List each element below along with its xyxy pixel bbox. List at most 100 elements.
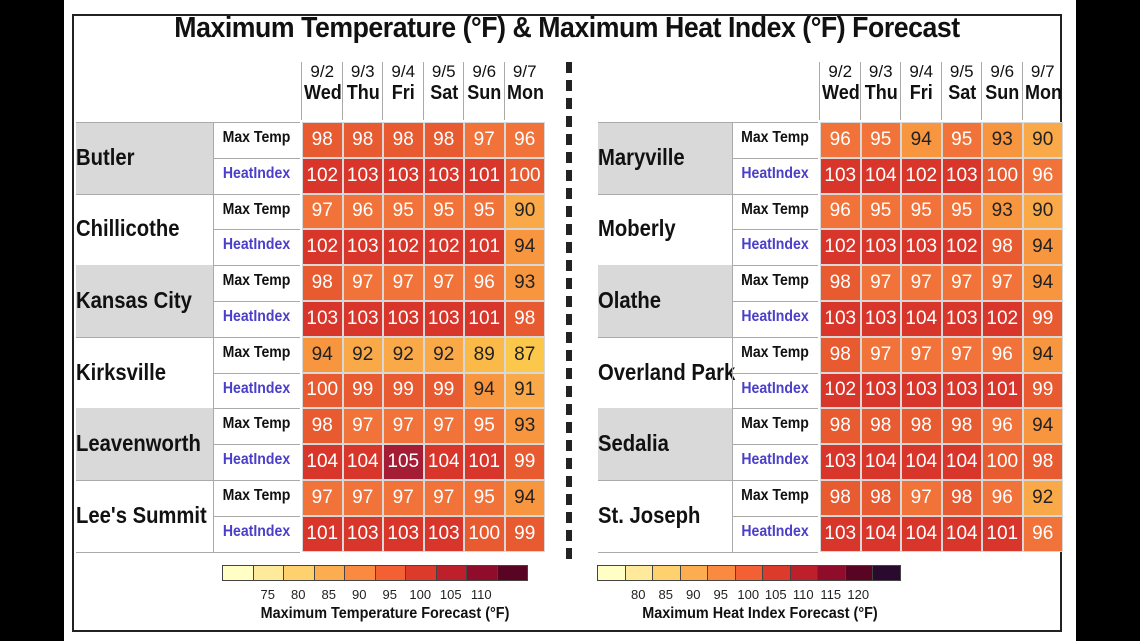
max-temp-cell: 98 xyxy=(820,408,861,445)
heat-index-cell: 99 xyxy=(504,515,545,552)
legend-tick-label: 110 xyxy=(470,587,492,602)
day-weekday-label: Thu xyxy=(864,82,898,104)
heat-index-cell: 104 xyxy=(302,444,343,480)
panel-divider-dash xyxy=(566,206,572,217)
legend-tick-label: 95 xyxy=(713,587,728,602)
row-divider xyxy=(76,551,300,553)
heat-index-cell: 99 xyxy=(1022,372,1063,409)
label-divider xyxy=(213,122,214,194)
day-weekday-label: Mon xyxy=(506,82,544,104)
heat-index-cell: 103 xyxy=(383,301,424,337)
day-header-9-7: 9/7 Mon xyxy=(505,62,546,105)
max-temp-cell: 93 xyxy=(504,265,545,301)
row-divider xyxy=(732,301,818,302)
header-divider xyxy=(463,62,464,120)
heat-index-cell: 103 xyxy=(941,372,982,409)
heat-index-cell: 103 xyxy=(302,301,343,337)
max-temp-cell: 95 xyxy=(860,122,901,158)
legend-title: Maximum Temperature Forecast (°F) xyxy=(260,605,510,622)
row-divider xyxy=(213,229,300,231)
heat-index-cell: 102 xyxy=(820,229,861,266)
max-temp-cell: 98 xyxy=(302,265,343,301)
row-divider xyxy=(213,444,300,446)
row-divider xyxy=(213,515,300,517)
row-divider xyxy=(732,372,818,374)
label-divider xyxy=(732,265,733,337)
max-temp-cell: 96 xyxy=(820,122,861,158)
day-date-label: 9/5 xyxy=(949,62,974,81)
row-divider xyxy=(732,444,818,446)
max-temp-cell: 96 xyxy=(820,193,861,230)
max-temp-cell: 96 xyxy=(464,265,505,301)
max-temp-label: Max Temp xyxy=(222,200,291,218)
panel-divider-dash xyxy=(566,404,572,415)
day-date-label: 9/2 xyxy=(828,62,853,81)
panel-divider-dash xyxy=(566,260,572,271)
panel-divider-dash xyxy=(566,152,572,163)
heat-index-cell: 100 xyxy=(504,157,545,194)
max-temp-cell: 97 xyxy=(342,480,383,516)
max-temp-cell: 95 xyxy=(860,193,901,230)
heat-index-cell: 104 xyxy=(860,444,901,480)
city-name: Moberly xyxy=(598,215,676,242)
max-temp-cell: 93 xyxy=(504,408,545,445)
label-divider xyxy=(213,480,214,552)
max-temp-cell: 97 xyxy=(383,480,424,516)
max-temp-label: Max Temp xyxy=(741,343,809,361)
max-temp-cell: 90 xyxy=(1022,122,1063,158)
heat-index-cell: 103 xyxy=(342,157,383,194)
panel-divider-dash xyxy=(566,98,572,109)
row-divider xyxy=(598,480,818,481)
heat-index-cell: 99 xyxy=(383,372,424,409)
heat-index-cell: 99 xyxy=(1022,301,1063,337)
legend-swatch xyxy=(872,565,901,581)
day-date-label: 9/6 xyxy=(990,62,1015,81)
heat-index-cell: 94 xyxy=(1022,229,1063,266)
legend-swatch xyxy=(597,565,626,581)
max-temp-cell: 97 xyxy=(383,265,424,301)
max-temp-cell: 92 xyxy=(423,336,464,373)
heat-index-cell: 102 xyxy=(423,229,464,266)
city-name: Chillicothe xyxy=(76,215,180,242)
city-name: Overland Park xyxy=(598,358,736,385)
heat-index-cell: 98 xyxy=(504,301,545,337)
panel-divider-dash xyxy=(566,224,572,235)
day-weekday-label: Fri xyxy=(909,82,933,104)
heat-index-label: HeatIndex xyxy=(741,308,809,325)
row-divider xyxy=(598,193,818,195)
heat-index-cell: 101 xyxy=(464,157,505,194)
max-temp-label: Max Temp xyxy=(741,487,809,504)
max-temp-cell: 95 xyxy=(464,480,505,516)
max-temp-cell: 94 xyxy=(1022,265,1063,301)
max-temp-cell: 96 xyxy=(504,122,545,158)
heat-index-cell: 104 xyxy=(860,515,901,552)
city-name: Lee's Summit xyxy=(76,501,207,528)
city-band xyxy=(76,408,213,480)
heat-index-cell: 101 xyxy=(464,301,505,337)
max-temp-cell: 95 xyxy=(464,408,505,445)
label-divider xyxy=(213,408,214,480)
max-temp-cell: 97 xyxy=(941,336,982,373)
max-temp-cell: 95 xyxy=(383,193,424,230)
label-divider xyxy=(732,480,733,552)
city-name: Kansas City xyxy=(76,287,192,313)
panel-divider-dash xyxy=(566,440,572,451)
heat-index-cell: 100 xyxy=(982,157,1023,194)
table-top-line xyxy=(76,122,300,123)
panel-divider-dash xyxy=(566,242,572,253)
day-weekday-label: Thu xyxy=(346,82,380,104)
label-divider xyxy=(732,408,733,480)
heat-index-cell: 96 xyxy=(1022,515,1063,552)
heat-index-cell: 102 xyxy=(820,372,861,409)
header-divider xyxy=(503,62,505,120)
max-temp-cell: 96 xyxy=(982,480,1023,516)
max-temp-cell: 98 xyxy=(383,122,424,158)
header-divider xyxy=(900,62,901,120)
max-temp-cell: 95 xyxy=(941,122,982,158)
max-temp-cell: 87 xyxy=(504,336,545,373)
max-temp-cell: 98 xyxy=(941,480,982,516)
max-temp-cell: 97 xyxy=(464,122,505,158)
legend-swatch xyxy=(789,565,818,581)
heat-index-label: HeatIndex xyxy=(741,379,809,397)
heat-index-cell: 101 xyxy=(982,372,1023,409)
